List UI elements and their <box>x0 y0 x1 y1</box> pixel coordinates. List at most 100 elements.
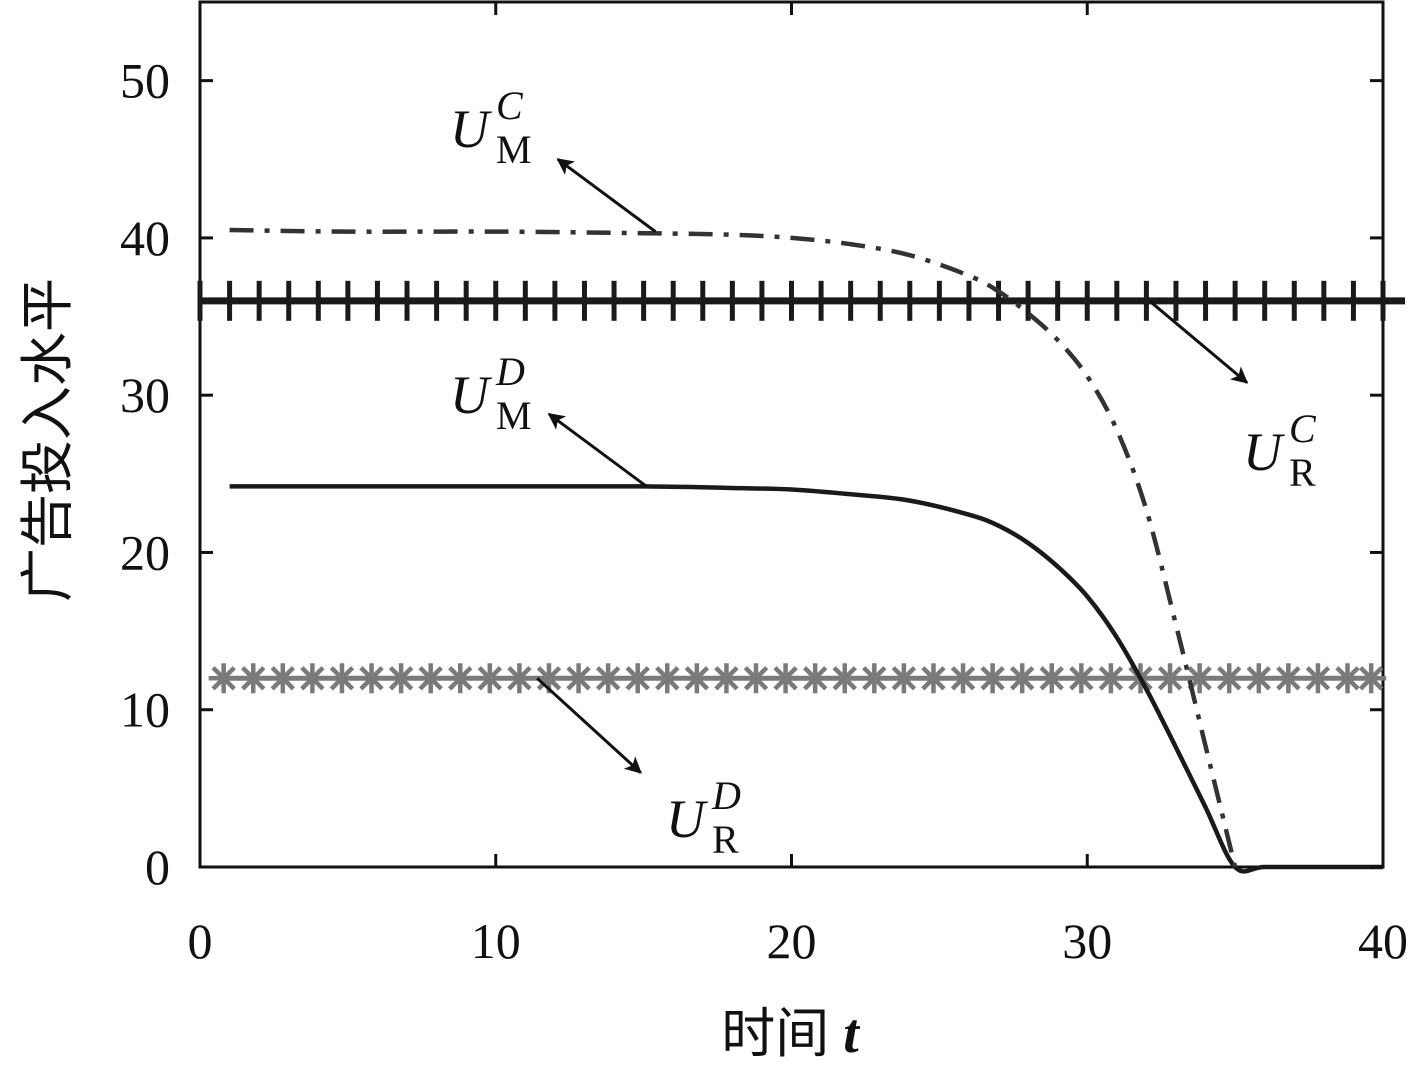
series-label-main: U <box>450 365 492 425</box>
star-marker-stroke <box>1276 666 1301 691</box>
data-point-U_R^D <box>415 663 446 694</box>
data-point-U_R^D <box>356 663 387 694</box>
y-tick-label: 10 <box>120 682 170 738</box>
x-tick-label: 40 <box>1358 913 1408 969</box>
star-marker-stroke <box>270 666 296 691</box>
star-marker-stroke <box>802 666 828 691</box>
star-marker-stroke <box>1009 666 1035 691</box>
star-marker-stroke <box>1039 666 1064 691</box>
star-marker-stroke <box>1069 666 1094 691</box>
data-point-U_R^D <box>1007 663 1038 694</box>
data-point-U_R^D <box>977 663 1008 694</box>
star-marker-stroke <box>448 666 473 691</box>
series-label-superscript: D <box>711 773 741 818</box>
star-marker-stroke <box>743 666 769 691</box>
x-axis-title-text: 时间 <box>721 1002 829 1065</box>
arrow-U_R^C <box>1148 299 1249 384</box>
data-point-U_R^D <box>948 663 979 694</box>
data-point-U_R^D <box>741 663 772 694</box>
y-axis-title: 广告投入水平 <box>16 278 79 602</box>
data-point-U_R^D <box>770 663 801 694</box>
star-marker-stroke <box>1335 666 1360 691</box>
data-point-U_R^D <box>622 663 653 694</box>
star-marker-stroke <box>536 666 562 691</box>
star-marker-stroke <box>950 666 976 691</box>
data-point-U_R^D <box>681 663 712 694</box>
star-marker-stroke <box>1217 666 1242 691</box>
y-tick-label: 50 <box>120 53 170 109</box>
data-point-U_R^D <box>1302 663 1333 694</box>
star-marker-stroke <box>1305 666 1331 691</box>
series-U_R^C <box>197 280 1405 321</box>
data-point-U_R^D <box>652 663 683 694</box>
series-layer <box>197 227 1405 874</box>
y-tick-label: 0 <box>145 839 170 895</box>
data-point-U_R^D <box>1095 663 1126 694</box>
star-marker-stroke <box>1246 666 1271 691</box>
star-marker-stroke <box>595 666 621 691</box>
series-label: U DM <box>450 349 532 438</box>
series-label-main: U <box>666 789 708 849</box>
series-label-subscript: R <box>1289 450 1316 495</box>
y-tick-label: 40 <box>120 210 170 266</box>
series-U_M^D <box>229 484 1383 874</box>
arrow-U_M^D <box>547 412 648 488</box>
data-point-U_R^D <box>1036 663 1067 694</box>
star-marker-stroke <box>211 666 236 691</box>
data-point-U_R^D <box>1066 663 1097 694</box>
star-marker-stroke <box>507 666 532 691</box>
data-point-U_R^D <box>1214 663 1245 694</box>
data-point-U_R^D <box>800 663 831 694</box>
series-U_R^D <box>208 663 1387 694</box>
star-marker-stroke <box>980 666 1005 691</box>
data-point-U_R^D <box>1155 663 1186 694</box>
star-marker-stroke <box>684 666 710 691</box>
series-label-subscript: R <box>712 817 739 862</box>
arrow-U_M^C <box>556 158 657 233</box>
data-point-U_R^D <box>386 663 417 694</box>
star-marker-stroke <box>921 666 946 691</box>
star-marker-stroke <box>891 666 917 691</box>
star-marker-stroke <box>714 666 739 691</box>
star-marker-stroke <box>300 666 325 691</box>
data-point-U_R^D <box>474 663 505 694</box>
data-point-U_R^D <box>888 663 919 694</box>
star-marker-stroke <box>329 666 355 691</box>
data-point-U_R^D <box>1243 663 1274 694</box>
x-axis-title-variable: t <box>843 1003 860 1065</box>
axes-layer: 0 10 20 30 40 0 10 20 30 40 50 <box>120 2 1408 969</box>
series-label-superscript: D <box>495 349 525 394</box>
annotation-layer: U CMU CRU DMU DR <box>450 83 1317 862</box>
data-point-U_R^D <box>918 663 949 694</box>
star-marker-stroke <box>418 666 443 691</box>
arrow-U_R^D <box>536 677 642 774</box>
y-tick-label: 30 <box>120 367 170 423</box>
data-point-U_R^D <box>326 663 357 694</box>
series-label: U DR <box>666 773 741 862</box>
series-U_M^C <box>229 227 1238 868</box>
data-point-U_R^D <box>445 663 476 694</box>
star-marker-stroke <box>773 666 798 691</box>
star-marker-stroke <box>477 666 503 691</box>
star-marker-stroke <box>832 666 857 691</box>
series-label-superscript: C <box>496 83 524 128</box>
data-point-U_R^D <box>267 663 298 694</box>
star-marker-stroke <box>1157 666 1183 691</box>
data-point-U_R^D <box>711 663 742 694</box>
series-label-superscript: C <box>1289 406 1317 451</box>
y-tick-label: 20 <box>120 524 170 580</box>
star-marker-stroke <box>241 666 266 691</box>
star-marker-stroke <box>862 666 887 691</box>
data-point-U_R^D <box>859 663 890 694</box>
series-line-U_M^D <box>229 484 1383 874</box>
data-point-U_R^D <box>1356 663 1387 694</box>
data-point-U_R^D <box>208 663 239 694</box>
series-label-main: U <box>1243 422 1285 482</box>
data-point-U_R^D <box>504 663 535 694</box>
x-tick-label: 30 <box>1062 913 1112 969</box>
star-marker-stroke <box>388 666 414 691</box>
x-tick-label: 20 <box>767 913 817 969</box>
data-point-U_R^D <box>1184 663 1215 694</box>
series-label-subscript: M <box>496 127 532 172</box>
